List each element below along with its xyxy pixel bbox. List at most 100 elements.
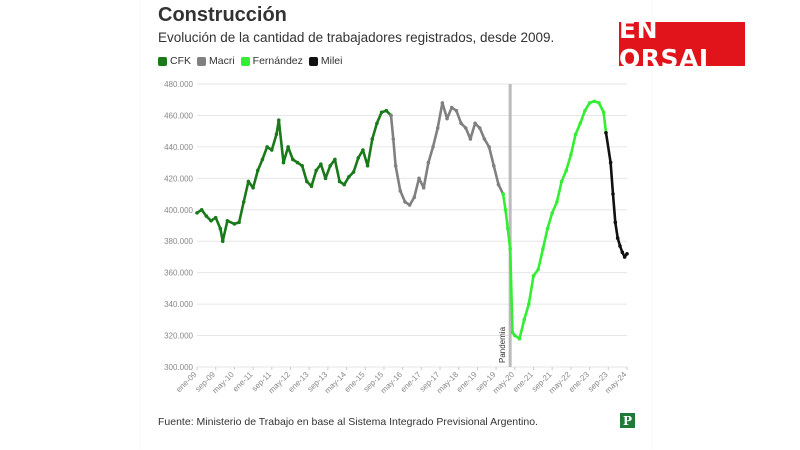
data-point-macri: [468, 137, 473, 141]
data-point-cfk: [246, 179, 251, 184]
y-axis-ticks: 300.000 320.000 340.000 360.000 380.000 400.0…: [164, 80, 193, 372]
data-point-fernndez: [503, 207, 508, 212]
data-point-fernndez: [545, 226, 550, 231]
data-point-milei: [620, 250, 625, 255]
legend-label-macri: Macri: [209, 55, 235, 67]
x-tick-label: may-24: [603, 370, 629, 396]
data-point-milei: [622, 255, 627, 259]
data-point-milei: [618, 244, 622, 248]
data-point-milei: [608, 160, 613, 165]
data-point-cfk: [209, 218, 213, 223]
data-point-macri: [487, 145, 491, 149]
right-margin: [660, 0, 800, 450]
data-point-cfk: [328, 163, 333, 168]
left-margin: [0, 0, 140, 450]
data-point-macri: [407, 203, 412, 207]
legend-item-fernandez[interactable]: Fernández: [240, 55, 303, 67]
chart-subtitle: Evolución de la cantidad de trabajadores…: [158, 30, 555, 45]
x-axis-ticks: ene-09sep-09may-10ene-11sep-11may-12ene-…: [174, 367, 629, 396]
data-point-macri: [435, 126, 440, 130]
data-point-fernndez: [517, 336, 522, 341]
data-point-macri: [389, 113, 393, 118]
data-point-fernndez: [569, 152, 573, 157]
data-point-fernndez: [541, 247, 545, 251]
data-point-fernndez: [555, 200, 559, 204]
data-point-fernndez: [597, 101, 601, 105]
data-point-cfk: [225, 218, 230, 223]
data-point-fernndez: [513, 333, 517, 338]
y-tick-label: 440.000: [164, 143, 193, 152]
data-point-macri: [491, 163, 496, 168]
x-tick-label: may-14: [323, 370, 349, 396]
data-point-cfk: [286, 145, 290, 149]
data-point-cfk: [319, 162, 323, 166]
data-point-macri: [391, 137, 396, 141]
data-point-fernndez: [506, 226, 510, 231]
data-point-macri: [403, 200, 407, 204]
y-tick-label: 420.000: [164, 174, 193, 183]
data-point-macri: [398, 189, 403, 193]
legend-item-milei[interactable]: Milei: [308, 55, 342, 67]
data-point-cfk: [342, 182, 347, 187]
data-point-macri: [426, 160, 431, 165]
x-tick-label: may-12: [267, 370, 293, 396]
data-point-fernndez: [510, 330, 515, 335]
data-point-milei: [615, 236, 620, 240]
legend: CFK Macri Fernández Milei: [158, 55, 342, 67]
data-point-fernndez: [508, 247, 512, 251]
data-point-cfk: [255, 168, 260, 173]
x-tick-label: may-10: [211, 370, 237, 396]
data-point-cfk: [265, 145, 269, 149]
data-point-macri: [440, 101, 445, 105]
data-point-cfk: [241, 200, 246, 204]
data-point-cfk: [314, 168, 318, 173]
data-point-cfk: [218, 226, 223, 231]
data-point-cfk: [356, 156, 361, 160]
data-point-cfk: [323, 176, 328, 181]
data-point-cfk: [361, 148, 365, 152]
data-point-cfk: [204, 214, 209, 218]
data-point-fernndez: [522, 318, 526, 322]
data-point-macri: [431, 145, 435, 149]
data-point-macri: [445, 116, 449, 121]
data-point-macri: [459, 121, 463, 126]
y-tick-label: 360.000: [164, 269, 193, 278]
data-point-fernndez: [550, 211, 555, 215]
data-point-fernndez: [583, 108, 587, 113]
data-point-fernndez: [536, 267, 540, 272]
data-point-cfk: [295, 160, 300, 165]
data-point-cfk: [281, 160, 286, 165]
series-line-fernndez: [501, 100, 608, 341]
y-tick-label: 320.000: [164, 332, 193, 341]
data-point-fernndez: [587, 101, 592, 105]
y-tick-label: 460.000: [164, 111, 193, 120]
legend-item-cfk[interactable]: CFK: [158, 55, 191, 67]
data-point-milei: [613, 220, 618, 225]
legend-item-macri[interactable]: Macri: [197, 55, 235, 67]
x-tick-label: ene-11: [231, 370, 255, 394]
source-note: Fuente: Ministerio de Trabajo en base al…: [158, 416, 538, 428]
data-point-cfk: [375, 121, 379, 126]
legend-label-cfk: CFK: [170, 55, 191, 67]
data-point-cfk: [305, 179, 309, 184]
data-point-fernndez: [592, 99, 597, 104]
x-tick-label: may-22: [547, 370, 573, 396]
data-point-cfk: [232, 222, 237, 226]
data-point-macri: [421, 185, 426, 190]
data-point-macri: [417, 176, 421, 181]
data-point-milei: [611, 192, 615, 196]
legend-swatch-cfk: [158, 56, 167, 66]
data-point-cfk: [195, 211, 199, 215]
x-tick-label: may-16: [379, 370, 405, 396]
data-point-fernndez: [531, 274, 536, 278]
data-point-cfk: [291, 157, 295, 162]
grid-lines: [197, 83, 627, 368]
pandemic-label: Pandemia: [498, 326, 507, 363]
y-tick-label: 300.000: [164, 363, 193, 372]
data-point-fernndez: [527, 302, 531, 306]
data-point-fernndez: [501, 192, 505, 196]
data-point-cfk: [274, 132, 279, 137]
data-point-cfk: [333, 157, 337, 162]
data-point-cfk: [220, 239, 225, 244]
legend-swatch-milei: [308, 56, 318, 66]
